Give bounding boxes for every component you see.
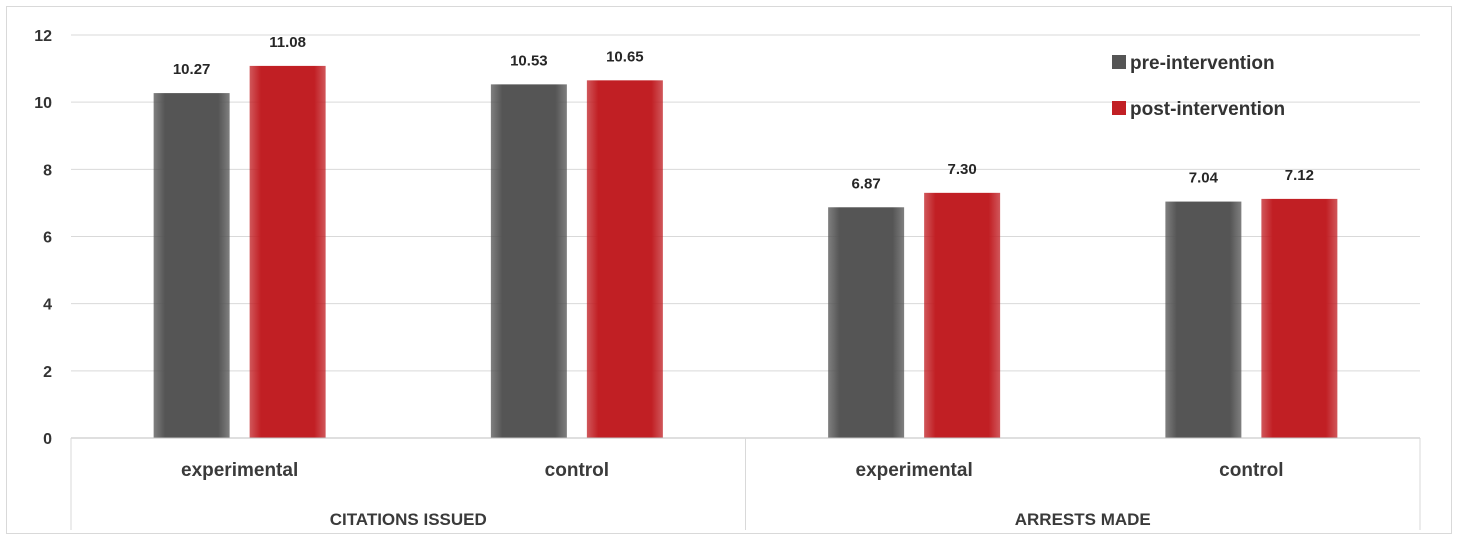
x-axis: experimental control experimental control CI… — [70, 437, 1421, 530]
y-tick-label: 10 — [34, 95, 52, 112]
data-label: 7.12 — [1285, 167, 1314, 184]
data-label: 6.87 — [852, 175, 881, 192]
y-tick-label: 4 — [43, 297, 52, 314]
x-category-label: experimental — [181, 460, 298, 481]
bar — [1261, 198, 1338, 438]
bar — [249, 65, 326, 438]
data-label: 10.53 — [510, 52, 548, 69]
x-group-label: ARRESTS MADE — [1015, 510, 1151, 529]
data-label: 11.08 — [269, 34, 306, 51]
data-label: 7.04 — [1189, 170, 1219, 187]
legend: pre-intervention post-intervention — [1112, 53, 1285, 120]
y-tick-label: 8 — [43, 162, 52, 179]
bar — [1165, 201, 1242, 438]
x-category-label: control — [545, 460, 609, 481]
data-label: 10.65 — [606, 48, 644, 65]
bar — [924, 192, 1001, 438]
bar — [828, 207, 905, 438]
y-tick-label: 12 — [34, 28, 52, 45]
x-category-label: control — [1219, 460, 1283, 481]
legend-swatch — [1112, 55, 1126, 69]
data-label: 7.30 — [948, 161, 977, 178]
y-axis: 0 2 4 6 8 10 12 — [34, 28, 52, 448]
y-tick-label: 6 — [43, 230, 52, 247]
bar — [586, 80, 663, 439]
bar — [153, 93, 230, 438]
y-tick-label: 2 — [43, 364, 52, 381]
data-labels: 10.27 11.08 10.53 10.65 6.87 7.30 7.04 7.12 — [173, 34, 1314, 192]
x-group-label: CITATIONS ISSUED — [330, 510, 487, 529]
data-label: 10.27 — [173, 61, 211, 78]
x-category-label: experimental — [856, 460, 973, 481]
bar — [490, 84, 567, 439]
legend-swatch — [1112, 101, 1126, 115]
legend-label: pre-intervention — [1130, 53, 1275, 74]
legend-label: post-intervention — [1130, 99, 1285, 120]
y-tick-label: 0 — [43, 431, 52, 448]
bars — [153, 65, 1338, 439]
